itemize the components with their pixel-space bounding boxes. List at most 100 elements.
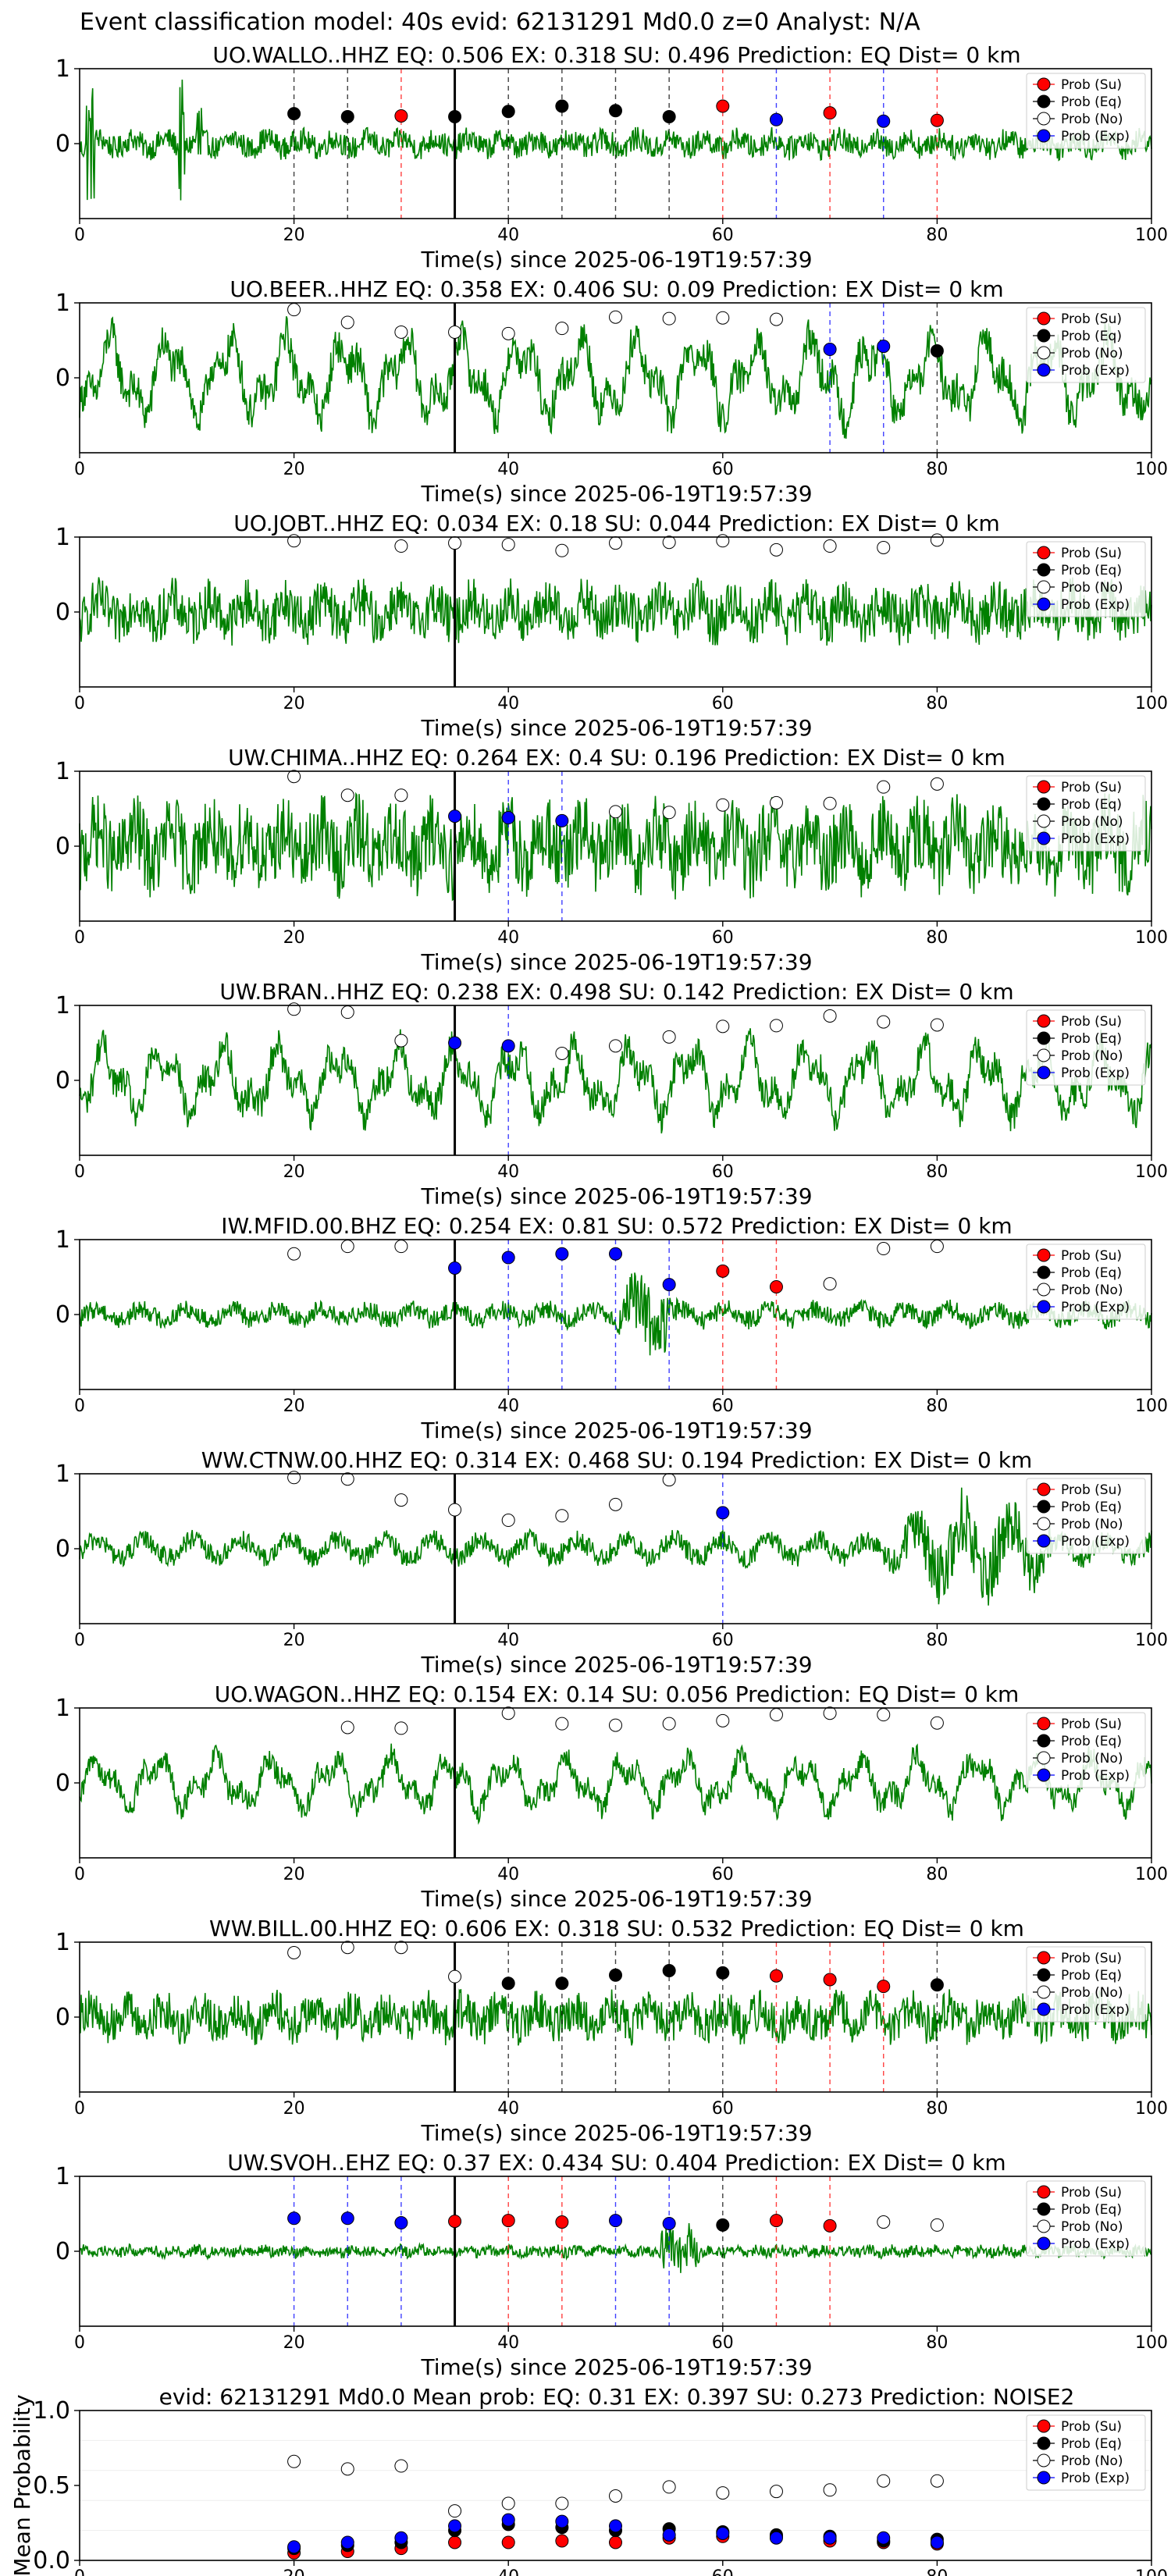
x-tick-label: 60 [712, 694, 734, 713]
legend-marker-eq [1037, 2202, 1051, 2216]
legend-label-su: Prob (Su) [1061, 1248, 1122, 1264]
y-tick-label: 1 [55, 758, 70, 785]
x-axis-label: Time(s) since 2025-06-19T19:57:39 [420, 715, 812, 741]
prob-marker-eq [716, 2218, 730, 2232]
panel-title: UO.BEER..HHZ EQ: 0.358 EX: 0.406 SU: 0.0… [230, 276, 1003, 302]
prob-marker-no [287, 770, 301, 784]
prob-marker-no [340, 1240, 354, 1254]
x-tick-label: 20 [283, 1397, 305, 1416]
legend-marker-exp [1037, 831, 1051, 845]
prob-marker-su [501, 2214, 515, 2228]
prob-marker-su [769, 1969, 783, 1983]
legend-marker-exp [1037, 1300, 1051, 1314]
legend-marker-eq [1037, 563, 1051, 577]
prob-marker-eq [555, 99, 569, 113]
mean-point-exp [555, 2514, 569, 2528]
plot-area [80, 1240, 1151, 1389]
panel-title: WW.BILL.00.HHZ EQ: 0.606 EX: 0.318 SU: 0… [209, 1916, 1024, 1941]
x-tick-label: 40 [497, 694, 519, 713]
legend-label-eq: Prob (Eq) [1061, 94, 1122, 110]
prob-marker-no [662, 535, 676, 550]
prob-marker-eq [930, 343, 944, 358]
legend-box [1026, 1946, 1146, 2023]
legend-marker-no [1037, 580, 1051, 594]
legend-marker-su [1037, 1014, 1051, 1028]
prob-marker-su [823, 2218, 837, 2233]
x-tick-label: 60 [712, 226, 734, 245]
prob-marker-eq [340, 109, 354, 123]
waveform-trace [79, 1028, 1152, 1134]
mean-point-no [448, 2504, 462, 2518]
prob-marker-su [448, 2215, 462, 2229]
legend-label-su: Prob (Su) [1061, 77, 1122, 93]
prob-marker-eq [555, 1976, 569, 1991]
prob-marker-no [877, 780, 891, 794]
x-tick-label: 100 [1135, 2567, 1168, 2576]
x-axis-label: Time(s) since 2025-06-19T19:57:39 [420, 1418, 812, 1443]
station-panel-1: UO.WALLO..HHZ EQ: 0.506 EX: 0.318 SU: 0.… [55, 42, 1168, 272]
legend-label-exp: Prob (Exp) [1061, 2002, 1130, 2018]
prob-marker-exp [394, 2216, 408, 2230]
legend-label-su: Prob (Su) [1061, 2185, 1122, 2201]
x-tick-label: 60 [712, 1397, 734, 1416]
panel-title: UO.WALLO..HHZ EQ: 0.506 EX: 0.318 SU: 0.… [212, 42, 1020, 68]
y-tick-label: 0.5 [33, 2472, 70, 2500]
prob-marker-exp [877, 340, 891, 354]
mean-point-no [662, 2480, 676, 2494]
legend-marker-no [1037, 1283, 1051, 1297]
x-tick-label: 100 [1135, 928, 1168, 948]
x-tick-label: 80 [926, 1162, 948, 1182]
x-tick-label: 60 [712, 2099, 734, 2119]
prob-marker-no [877, 1242, 891, 1256]
legend-label-su: Prob (Su) [1061, 1482, 1122, 1498]
prob-marker-exp [448, 809, 462, 824]
x-axis-label: Time(s) since 2025-06-19T19:57:39 [420, 1183, 812, 1209]
prob-marker-exp [501, 1251, 515, 1265]
station-panel-9: WW.BILL.00.HHZ EQ: 0.606 EX: 0.318 SU: 0… [55, 1916, 1168, 2146]
mean-point-su [501, 2535, 515, 2549]
x-axis-label: Time(s) since 2025-06-19T19:57:39 [420, 1652, 812, 1678]
legend-marker-no [1037, 112, 1051, 126]
legend-marker-eq [1037, 1968, 1051, 1982]
prob-marker-exp [501, 811, 515, 825]
y-tick-label: 0 [55, 1301, 70, 1329]
prob-marker-no [340, 315, 354, 329]
prob-marker-no [930, 533, 944, 547]
prob-marker-no [501, 1706, 515, 1720]
legend-marker-eq [1037, 94, 1051, 109]
y-tick-label: 1 [55, 1695, 70, 1722]
legend-label-no: Prob (No) [1061, 580, 1123, 596]
prob-marker-no [501, 326, 515, 340]
x-tick-label: 80 [926, 2099, 948, 2119]
mean-point-no [609, 2489, 622, 2503]
panel-title: UW.CHIMA..HHZ EQ: 0.264 EX: 0.4 SU: 0.19… [228, 745, 1005, 770]
legend-label-eq: Prob (Eq) [1061, 1968, 1122, 1984]
x-tick-label: 0 [74, 1631, 85, 1650]
x-tick-label: 100 [1135, 1865, 1168, 1884]
station-panel-8: UO.WAGON..HHZ EQ: 0.154 EX: 0.14 SU: 0.0… [55, 1681, 1168, 1912]
waveform-trace [79, 316, 1152, 439]
legend-label-exp: Prob (Exp) [1061, 831, 1130, 847]
waveform-trace [79, 792, 1152, 902]
x-tick-label: 20 [283, 2099, 305, 2119]
panel-title: WW.CTNW.00.HHZ EQ: 0.314 EX: 0.468 SU: 0… [201, 1447, 1032, 1473]
prob-marker-no [823, 1706, 837, 1720]
legend-marker-eq [1037, 1500, 1051, 1514]
prob-marker-no [930, 777, 944, 791]
legend-label-eq: Prob (Eq) [1061, 329, 1122, 344]
station-panel-10: UW.SVOH..EHZ EQ: 0.37 EX: 0.434 SU: 0.40… [55, 2150, 1168, 2380]
plot-area [80, 1005, 1151, 1155]
legend-label-no: Prob (No) [1061, 1517, 1123, 1532]
legend-label-exp: Prob (Exp) [1061, 1300, 1130, 1315]
figure-title: Event classification model: 40s evid: 62… [80, 9, 920, 36]
plot-area [80, 1708, 1151, 1858]
prob-marker-no [340, 1472, 354, 1486]
legend-marker-exp [1037, 1768, 1051, 1782]
y-axis-label: Mean Probability [9, 2394, 35, 2576]
x-tick-label: 80 [926, 2567, 948, 2576]
x-tick-label: 20 [283, 460, 305, 479]
y-tick-label: 1 [55, 992, 70, 1019]
x-axis-label: Time(s) since 2025-06-19T19:57:39 [420, 481, 812, 507]
legend-marker-exp [1037, 2002, 1051, 2016]
prob-marker-eq [662, 1963, 676, 1977]
